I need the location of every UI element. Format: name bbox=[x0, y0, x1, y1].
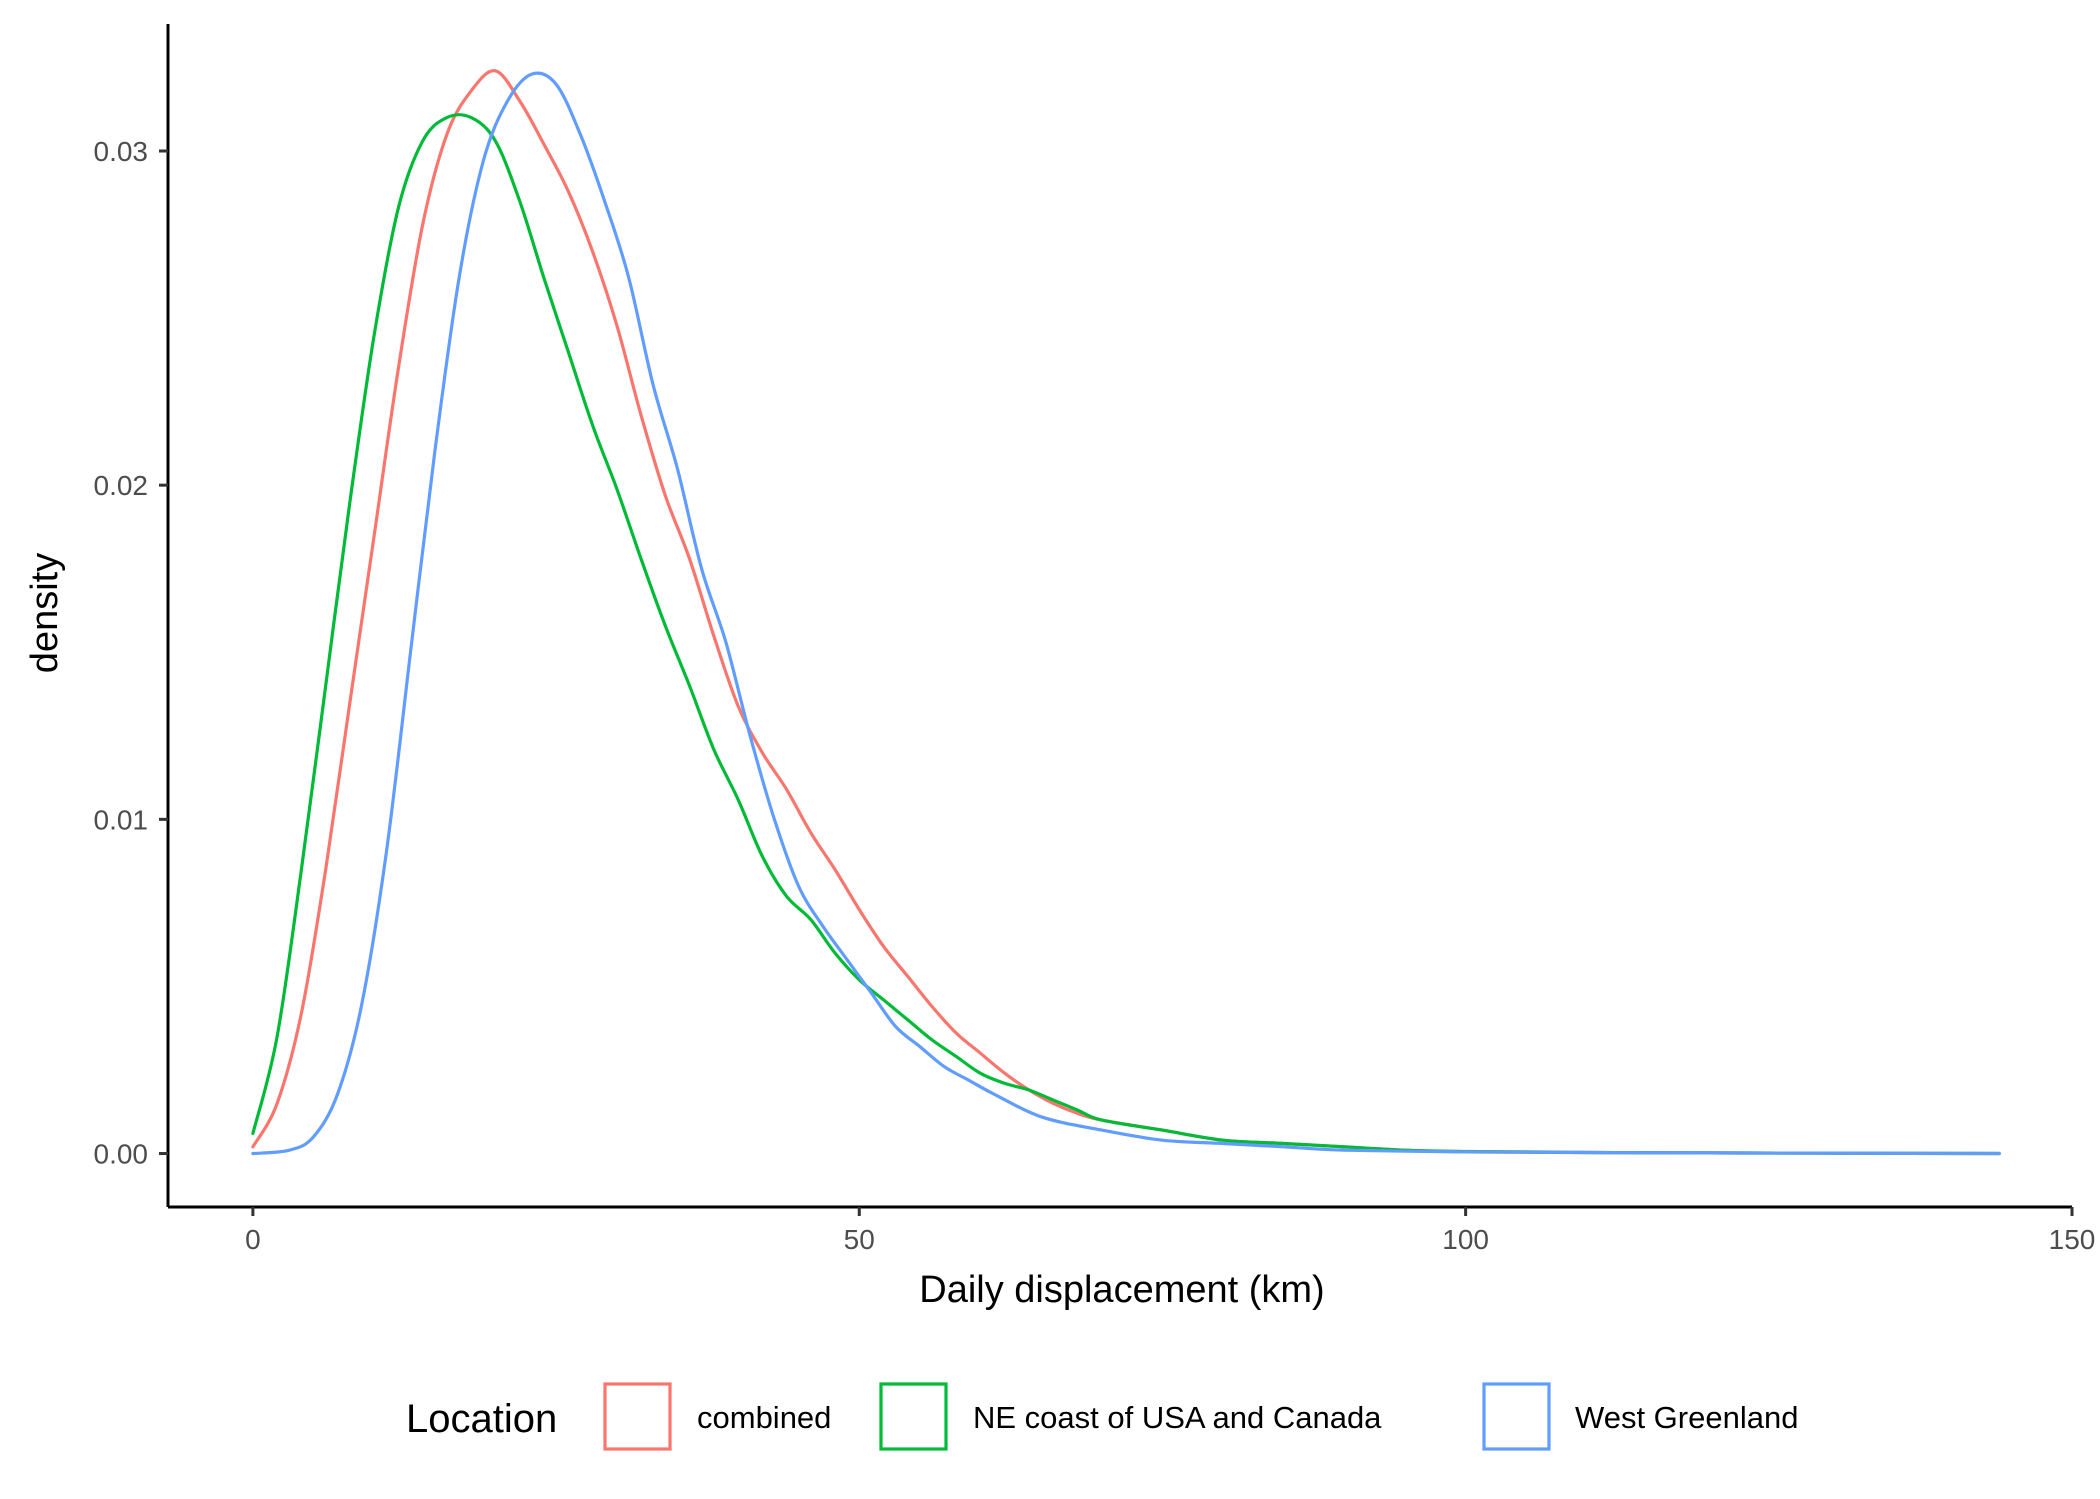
x-tick-label: 100 bbox=[1442, 1224, 1489, 1255]
x-tick-label: 0 bbox=[245, 1224, 261, 1255]
series-layer bbox=[251, 69, 2001, 1156]
y-tick-label: 0.00 bbox=[94, 1139, 149, 1170]
x-tick-label: 50 bbox=[844, 1224, 875, 1255]
y-tick-label: 0.02 bbox=[94, 470, 149, 501]
y-tick-label: 0.03 bbox=[94, 136, 149, 167]
series-line-2 bbox=[251, 71, 2001, 1156]
legend-label-2: West Greenland bbox=[1575, 1400, 1798, 1435]
y-ticks: 0.00 0.01 0.02 0.03 bbox=[94, 136, 168, 1170]
legend-label-1: NE coast of USA and Canada bbox=[973, 1400, 1382, 1435]
legend-title: Location bbox=[406, 1397, 557, 1441]
series-line-0 bbox=[251, 69, 2001, 1156]
legend-key-1 bbox=[879, 1382, 948, 1451]
x-axis-title: Daily displacement (km) bbox=[919, 1269, 1324, 1311]
x-ticks: 0 50 100 150 bbox=[245, 1207, 2095, 1255]
x-tick-label: 150 bbox=[2049, 1224, 2096, 1255]
series-line-1 bbox=[251, 113, 2001, 1156]
y-axis-title: density bbox=[24, 553, 66, 673]
legend: Location combined NE coast of USA and Can… bbox=[406, 1382, 1798, 1451]
legend-key-0 bbox=[603, 1382, 672, 1451]
legend-key-2 bbox=[1482, 1382, 1551, 1451]
legend-label-0: combined bbox=[697, 1400, 831, 1435]
y-tick-label: 0.01 bbox=[94, 804, 149, 835]
